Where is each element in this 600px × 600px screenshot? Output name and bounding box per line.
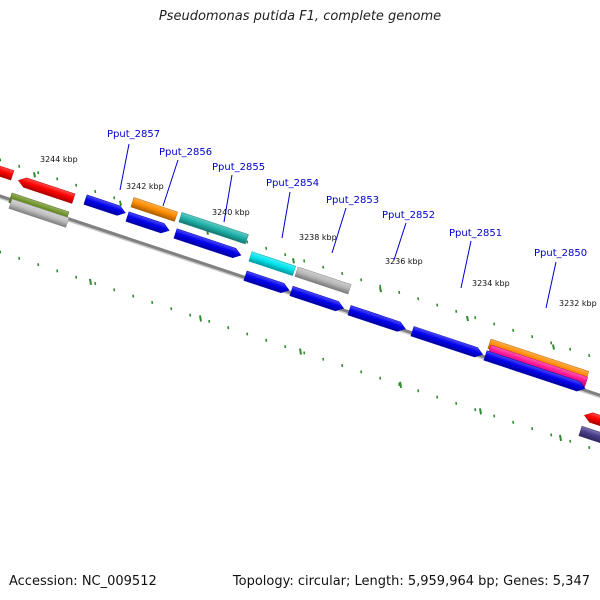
tick-label: 3232 kbp (559, 299, 597, 308)
gene-label-leader-line (393, 222, 407, 261)
gene-feature (125, 211, 170, 234)
accession-text: Accession: NC_009512 (9, 574, 157, 589)
tick-label: 3240 kbp (212, 208, 250, 217)
major-tick (33, 172, 36, 178)
major-tick (89, 278, 92, 286)
gene-feature (130, 197, 178, 222)
major-tick (559, 434, 562, 442)
gene-label: Pput_2857 (107, 129, 160, 140)
gene-label: Pput_2852 (382, 210, 435, 221)
gene-label: Pput_2856 (159, 147, 212, 158)
gene-label-leader-line (119, 143, 130, 191)
major-tick (379, 286, 382, 293)
major-tick (199, 315, 202, 322)
gene-label: Pput_2853 (326, 195, 379, 206)
gene-label-leader-line (545, 261, 557, 309)
major-tick (299, 348, 302, 355)
gene-label: Pput_2851 (449, 228, 502, 239)
gene-feature (584, 412, 600, 430)
tick-label: 3236 kbp (385, 257, 423, 266)
gene-label: Pput_2850 (534, 248, 587, 259)
genome-summary-text: Topology: circular; Length: 5,959,964 bp… (232, 574, 590, 589)
gene-label-leader-line (281, 191, 291, 239)
gene-label: Pput_2854 (266, 178, 319, 189)
major-tick (292, 258, 295, 264)
gene-feature (578, 425, 600, 446)
gene-feature (243, 270, 290, 294)
gene-feature (294, 266, 352, 295)
inner-tick-track (0, 250, 591, 450)
tick-label: 3238 kbp (299, 233, 337, 242)
tick-label: 3234 kbp (472, 279, 510, 288)
gene-label-leader-line (460, 240, 472, 289)
gene-feature (289, 285, 345, 312)
tick-label: 3242 kbp (126, 182, 164, 191)
features-layer (0, 159, 600, 446)
major-tick (119, 200, 122, 207)
gene-feature (410, 326, 484, 358)
gene-feature (83, 194, 126, 216)
gene-label-leader-line (331, 207, 347, 254)
gene-feature (248, 251, 296, 276)
gene-feature (483, 350, 586, 392)
gene-feature (18, 177, 76, 204)
gene-label-leader-line (162, 159, 179, 207)
major-tick (552, 344, 555, 350)
gene-feature (347, 305, 406, 332)
major-tick (479, 408, 482, 415)
tick-label: 3244 kbp (40, 155, 78, 164)
major-tick (466, 315, 469, 322)
major-tick (399, 381, 402, 388)
map-title: Pseudomonas putida F1, complete genome (158, 9, 442, 24)
gene-feature (0, 159, 15, 181)
gene-label: Pput_2855 (212, 162, 265, 173)
gene-feature (178, 212, 249, 245)
gene-feature (8, 198, 70, 228)
gene-label-leader-line (223, 174, 233, 223)
gene-feature (173, 228, 242, 259)
